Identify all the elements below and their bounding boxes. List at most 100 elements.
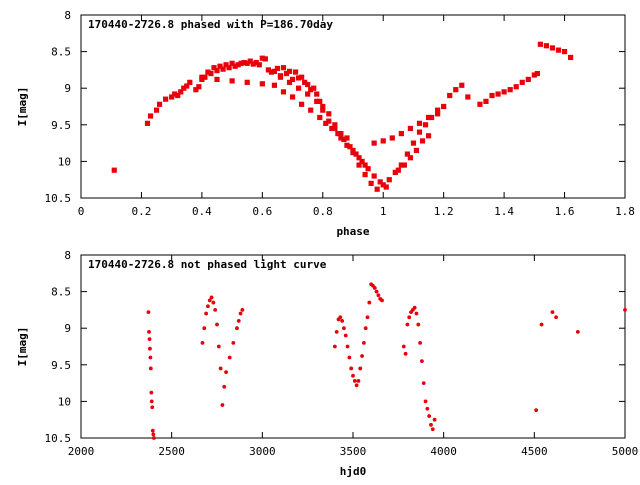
y-tick-label: 8.5 — [51, 46, 71, 59]
y-tick-label: 8 — [64, 9, 71, 22]
data-point — [421, 381, 426, 385]
data-point — [403, 351, 408, 356]
data-point — [259, 55, 265, 61]
data-point — [407, 125, 414, 132]
data-point — [299, 74, 305, 80]
data-point — [207, 298, 212, 303]
data-point — [380, 138, 386, 144]
data-point — [244, 79, 250, 85]
data-point — [543, 43, 550, 49]
data-point — [453, 87, 459, 93]
y-axis-label: I[mag] — [16, 327, 29, 367]
data-point — [416, 129, 423, 135]
data-point — [271, 68, 278, 74]
data-point — [169, 94, 175, 100]
data-point — [447, 92, 453, 99]
data-point — [334, 329, 339, 334]
data-point — [235, 62, 241, 68]
data-point — [320, 107, 326, 113]
x-tick-label: 1 — [380, 205, 387, 218]
data-point — [360, 354, 364, 358]
data-point — [416, 322, 421, 327]
data-point — [241, 59, 247, 66]
data-point — [335, 130, 341, 137]
data-point — [623, 308, 627, 312]
data-point — [358, 366, 363, 371]
data-point — [356, 162, 362, 168]
x-tick-label: 2500 — [158, 445, 185, 458]
data-point — [224, 370, 228, 375]
x-tick-label: 1.2 — [434, 205, 454, 218]
data-point — [343, 333, 348, 338]
data-point — [347, 355, 352, 360]
data-point — [363, 326, 368, 331]
data-point — [356, 379, 361, 383]
data-point — [371, 173, 377, 179]
data-point — [383, 184, 389, 190]
data-point — [292, 69, 299, 75]
y-tick-label: 10 — [58, 155, 71, 168]
data-point — [247, 58, 253, 64]
data-point — [283, 70, 290, 77]
data-point — [441, 103, 447, 110]
data-point — [354, 383, 359, 388]
data-point — [353, 151, 359, 157]
data-point — [323, 120, 329, 126]
data-point — [268, 69, 274, 75]
x-tick-label: 0.4 — [192, 205, 212, 218]
data-series — [111, 41, 574, 192]
data-point — [238, 311, 243, 316]
data-point — [199, 74, 205, 80]
data-point — [181, 85, 187, 91]
data-point — [146, 310, 151, 314]
data-point — [196, 84, 202, 90]
data-point — [537, 41, 543, 47]
data-point — [220, 66, 226, 72]
data-point — [250, 61, 256, 67]
data-point — [111, 167, 117, 173]
data-point — [531, 72, 537, 78]
data-point — [420, 359, 424, 364]
data-point — [365, 315, 370, 320]
plot-frame — [80, 254, 626, 439]
data-point — [213, 308, 218, 312]
data-point — [204, 311, 209, 316]
x-tick-label: 0 — [78, 205, 85, 218]
y-tick-label: 10 — [58, 395, 71, 408]
data-point — [320, 103, 326, 110]
data-point — [401, 162, 407, 168]
data-point — [365, 166, 371, 172]
data-point — [223, 62, 229, 68]
data-point — [262, 56, 268, 62]
data-point — [549, 45, 556, 51]
x-tick-label: 4000 — [430, 445, 457, 458]
data-point — [338, 315, 343, 320]
data-point — [380, 298, 384, 303]
data-point — [418, 340, 422, 345]
data-point — [501, 89, 507, 95]
data-point — [311, 85, 317, 91]
data-point — [236, 318, 241, 323]
data-point — [377, 179, 383, 185]
data-point — [229, 60, 235, 66]
data-point — [425, 114, 432, 121]
data-point — [317, 114, 323, 121]
data-point — [427, 414, 432, 418]
data-point — [344, 142, 350, 148]
data-point — [256, 62, 262, 68]
data-point — [172, 91, 178, 97]
data-point — [308, 87, 314, 93]
data-point — [398, 130, 404, 137]
data-point — [483, 98, 489, 104]
data-point — [214, 68, 220, 74]
data-point — [286, 68, 293, 74]
data-point — [376, 293, 381, 298]
y-tick-label: 8.5 — [51, 286, 71, 299]
data-point — [296, 85, 302, 91]
data-point — [340, 318, 345, 323]
data-point — [412, 305, 417, 310]
data-point — [430, 427, 435, 432]
x-tick-label: 0.6 — [252, 205, 272, 218]
data-point — [392, 169, 398, 175]
